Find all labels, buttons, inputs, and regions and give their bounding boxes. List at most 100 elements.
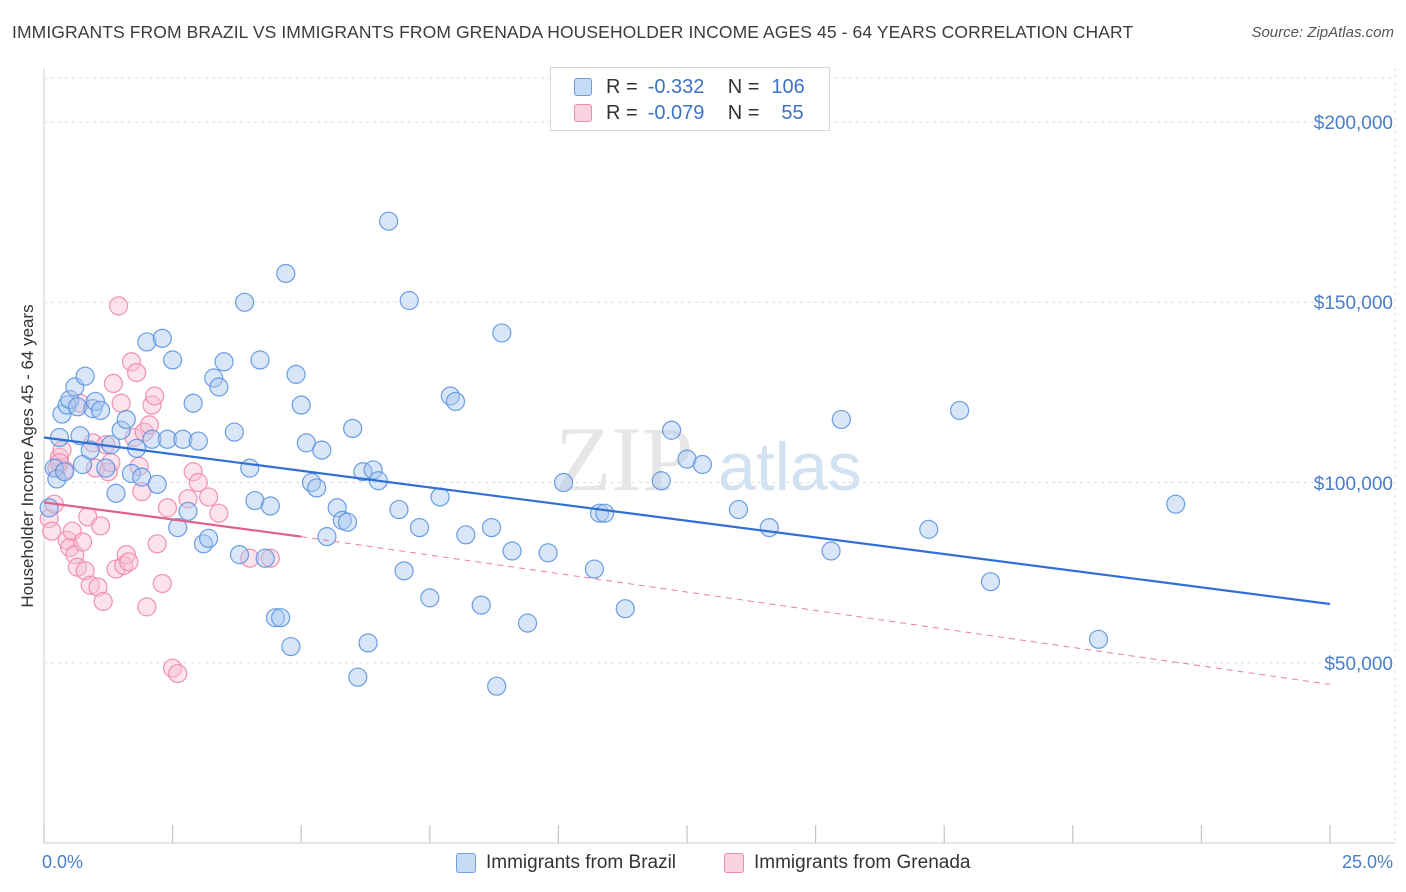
grenada-point — [137, 597, 157, 617]
brazil-point — [420, 588, 440, 608]
brazil-point — [502, 541, 522, 561]
grenada-point — [116, 545, 136, 565]
brazil-point — [178, 501, 198, 521]
brazil-point — [481, 517, 502, 538]
brazil-point — [980, 572, 1001, 592]
series-legend: Immigrants from Brazil Immigrants from G… — [0, 852, 1406, 878]
brazil-point — [276, 263, 296, 284]
grenada-point — [144, 386, 165, 406]
brazil-point — [142, 429, 162, 449]
brazil-point — [487, 676, 507, 696]
brazil-point — [157, 429, 178, 449]
grenada-point — [168, 663, 188, 684]
brazil-point — [312, 440, 332, 460]
brazil-point — [399, 290, 419, 311]
brazil-point — [445, 391, 466, 412]
brazil-point — [116, 409, 136, 430]
brazil-point — [471, 595, 491, 615]
chart-source: Source: ZipAtlas.com — [1251, 24, 1394, 41]
brazil-point — [250, 350, 270, 370]
brazil-point — [121, 463, 142, 484]
grenada-point — [49, 453, 70, 473]
legend-n-label: N = — [727, 75, 760, 98]
grenada-point — [111, 393, 131, 413]
brazil-point — [1088, 629, 1109, 649]
brazil-point — [343, 418, 363, 439]
legend-r-label: R = — [606, 101, 638, 124]
brazil-point — [348, 667, 368, 687]
brazil-point — [296, 433, 316, 453]
brazil-point — [39, 498, 59, 518]
brazil-trend-line — [43, 436, 1331, 606]
grenada-point — [126, 362, 147, 383]
legend-row-brazil: R = -0.332 N = 106 — [551, 74, 805, 100]
legend-r-label: R = — [606, 75, 638, 98]
brazil-point — [199, 528, 219, 549]
brazil-point — [260, 496, 280, 516]
brazil-point — [553, 472, 574, 493]
brazil-point — [49, 427, 70, 448]
grenada-point — [88, 577, 108, 597]
series-brazil — [39, 211, 1186, 696]
grenada-point — [72, 532, 93, 552]
grenada-point — [199, 487, 219, 507]
brazil-point — [204, 368, 224, 388]
brazil-point — [291, 395, 311, 415]
brazil-point — [106, 483, 126, 503]
legend-swatch-grenada — [574, 104, 592, 122]
grenada-point — [121, 352, 142, 372]
grenada-point — [163, 658, 183, 678]
brazil-point — [265, 608, 286, 628]
brazil-point — [132, 467, 152, 487]
brazil-point — [75, 366, 95, 386]
brazil-point — [409, 517, 430, 538]
brazil-point — [728, 499, 749, 520]
y-tick-label: $50,000 — [1324, 653, 1393, 675]
brazil-point — [224, 422, 244, 442]
brazil-point — [317, 527, 337, 547]
brazil-point — [661, 420, 682, 440]
grenada-point — [209, 503, 229, 523]
legend-row-grenada: R = -0.079 N = 55 — [551, 100, 804, 126]
x-tick-label-min: 0.0% — [42, 852, 84, 872]
brazil-point — [595, 503, 615, 523]
grenada-point — [39, 508, 59, 529]
brazil-point — [615, 599, 635, 619]
legend-swatch-grenada — [724, 853, 744, 873]
brazil-point — [80, 440, 100, 460]
legend-label-grenada: Immigrants from Grenada — [754, 852, 971, 873]
brazil-point — [235, 292, 255, 312]
legend-swatch-brazil — [456, 853, 476, 873]
brazil-point — [183, 393, 203, 413]
brazil-point — [307, 478, 327, 498]
brazil-point — [96, 458, 116, 478]
brazil-point — [137, 332, 157, 352]
grenada-point — [132, 481, 152, 502]
brazil-point — [286, 364, 306, 384]
brazil-point — [358, 633, 378, 653]
y-axis-label: Householder Income Ages 45 - 64 years — [18, 304, 37, 608]
brazil-point — [492, 323, 512, 343]
legend-n-value: 106 — [771, 75, 805, 98]
watermark-atlas: atlas — [718, 429, 862, 505]
brazil-point — [111, 420, 131, 440]
brazil-point — [54, 462, 75, 482]
brazil-point — [677, 449, 697, 469]
brazil-point — [363, 460, 383, 480]
grenada-point — [80, 575, 100, 595]
legend-n-label: N = — [727, 101, 760, 124]
brazil-point — [1166, 494, 1186, 514]
brazil-point — [394, 561, 414, 581]
brazil-point — [47, 469, 67, 489]
brazil-point — [60, 390, 80, 410]
brazil-point — [327, 498, 347, 518]
grenada-point — [157, 498, 178, 518]
brazil-point — [456, 525, 476, 545]
brazil-point — [209, 377, 229, 397]
brazil-point — [240, 458, 260, 478]
brazil-point — [70, 426, 90, 446]
y-tick-label: $100,000 — [1313, 473, 1393, 495]
brazil-point — [173, 429, 193, 449]
brazil-point — [271, 608, 291, 628]
brazil-point — [90, 400, 111, 421]
